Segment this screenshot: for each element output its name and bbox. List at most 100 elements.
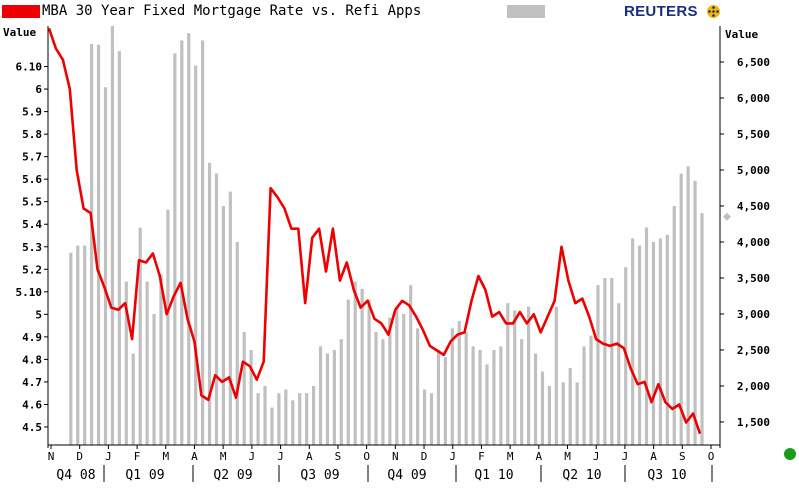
month-label: S: [679, 450, 686, 463]
month-label: J: [593, 450, 600, 463]
left-tick-label: 4.6: [22, 398, 42, 411]
refi-bar: [325, 353, 330, 445]
refi-bar: [221, 205, 226, 445]
refi-bar: [499, 346, 503, 445]
refi-bar: [270, 407, 274, 445]
refi-bar: [554, 306, 558, 445]
left-tick-label: 5.6: [22, 173, 42, 186]
refi-bar: [561, 382, 565, 445]
month-label: J: [622, 450, 629, 463]
refi-bar: [533, 353, 538, 445]
status-indicator-icon: [784, 448, 796, 460]
right-tick-label: 4,000: [737, 236, 770, 249]
refi-bar: [367, 299, 371, 445]
refi-bar: [395, 306, 399, 445]
refi-bar: [360, 288, 364, 445]
left-tick-label: 4.7: [22, 376, 42, 389]
month-label: F: [134, 450, 141, 463]
month-label: D: [421, 450, 428, 463]
refi-bar: [457, 321, 461, 445]
refi-bar: [131, 353, 135, 445]
refi-bar: [693, 180, 697, 445]
refi-bar: [332, 349, 336, 445]
left-tick-label: 5.10: [16, 286, 43, 299]
refi-bar: [596, 285, 600, 445]
month-label: M: [564, 450, 571, 463]
rate-line-path: [47, 27, 702, 435]
refi-bar: [83, 245, 87, 445]
month-label: O: [708, 450, 715, 463]
month-label: A: [536, 450, 543, 463]
refi-bar: [124, 281, 128, 445]
refi-bar: [416, 328, 420, 445]
refi-bar: [464, 331, 468, 445]
refi-bar: [700, 213, 704, 445]
month-label: M: [220, 450, 227, 463]
month-label: S: [335, 450, 342, 463]
refi-bar: [194, 65, 198, 445]
refi-bar: [610, 277, 614, 445]
refi-bar: [686, 166, 690, 445]
refi-bar: [263, 385, 267, 445]
left-tick-label: 4.5: [22, 421, 42, 434]
left-tick-label: 5.5: [22, 196, 42, 209]
month-label: D: [76, 450, 83, 463]
refi-bar: [575, 382, 579, 445]
refi-bar: [637, 245, 642, 445]
refi-bar: [103, 87, 108, 446]
refi-bar: [568, 367, 572, 445]
refi-bar: [374, 331, 378, 445]
right-axis: 6,500 6,000 5,500 5,000 4,500 4,000 3,500 3,000…: [720, 56, 770, 429]
refi-bar: [173, 53, 177, 445]
right-tick-label: 6,000: [737, 92, 770, 105]
left-axis-title: Value: [3, 26, 37, 39]
refi-bar: [658, 238, 662, 445]
quarter-label: Q2 09: [213, 468, 252, 483]
month-label: F: [478, 450, 485, 463]
refi-bar: [346, 299, 350, 445]
refi-bar: [631, 238, 635, 445]
refi-bar: [582, 346, 586, 445]
refi-bar: [96, 44, 101, 446]
left-axis: 6.10 6 5.9 5.8 5.7 5.6 5.5 5.4 5.3 5.2 5.10 5 4.9 4.8…: [16, 61, 48, 434]
last-value-marker: [723, 212, 731, 221]
quarter-label: Q3 10: [647, 468, 686, 483]
refi-bar: [207, 162, 212, 446]
refi-bar: [617, 303, 621, 445]
left-tick-label: 5.7: [22, 151, 42, 164]
month-label: J: [249, 450, 256, 463]
refi-bar: [277, 393, 281, 445]
refi-bar: [228, 191, 232, 445]
month-label: M: [162, 450, 169, 463]
refi-bar: [291, 400, 295, 445]
refi-bar: [547, 385, 552, 445]
refi-bar: [540, 371, 545, 445]
chart-title: MBA 30 Year Fixed Mortgage Rate vs. Refi…: [42, 3, 422, 19]
refi-bar: [672, 205, 676, 445]
left-tick-label: 4.9: [22, 331, 42, 344]
refi-bar: [388, 317, 392, 445]
right-tick-label: 4,500: [737, 200, 770, 213]
left-tick-label: 5.4: [22, 218, 42, 231]
refi-bar: [422, 389, 427, 445]
month-label: J: [105, 450, 112, 463]
quarter-label: Q1 09: [125, 468, 164, 483]
left-tick-label: 5.8: [22, 128, 42, 141]
quarter-label: Q2 10: [562, 468, 601, 483]
month-label: M: [507, 450, 514, 463]
refi-bar: [436, 349, 441, 445]
refi-bar: [339, 339, 343, 445]
refi-bar: [651, 241, 656, 445]
x-axis: N D J F M A M J J A S O N D J F M A M J J A S O Q4 08 Q1 09 Q2 09 Q…: [47, 26, 721, 483]
refi-bar: [159, 274, 163, 445]
refi-bar: [409, 285, 413, 445]
left-tick-label: 5.9: [22, 106, 42, 119]
quarter-label: Q1 10: [474, 468, 513, 483]
refi-bar: [520, 339, 524, 445]
refi-bar: [478, 349, 482, 445]
refi-bar: [443, 357, 447, 445]
month-label: O: [363, 450, 370, 463]
month-label: A: [650, 450, 657, 463]
refi-bar: [110, 26, 115, 445]
